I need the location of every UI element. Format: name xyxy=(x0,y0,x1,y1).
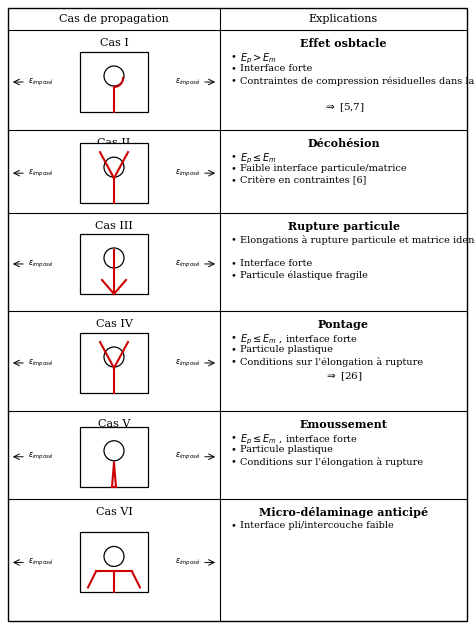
Text: $\epsilon_{imposé}$: $\epsilon_{imposé}$ xyxy=(175,167,200,179)
Bar xyxy=(80,143,148,203)
Circle shape xyxy=(104,347,124,367)
Text: Elongations à rupture particule et matrice iden-tiques: Elongations à rupture particule et matri… xyxy=(240,235,475,245)
Text: Contraintes de compression résiduelles dans la matrice: Contraintes de compression résiduelles d… xyxy=(240,76,475,86)
Text: Effet osbtacle: Effet osbtacle xyxy=(300,38,387,49)
Text: $\epsilon_{imposé}$: $\epsilon_{imposé}$ xyxy=(175,259,200,269)
Circle shape xyxy=(104,66,124,86)
Text: $\Rightarrow$ [26]: $\Rightarrow$ [26] xyxy=(324,371,363,384)
Text: •: • xyxy=(231,433,237,442)
Text: •: • xyxy=(231,164,237,173)
Text: Cas II: Cas II xyxy=(97,138,131,148)
Text: $E_p \leq E_m$: $E_p \leq E_m$ xyxy=(240,152,277,167)
Text: Cas V: Cas V xyxy=(98,419,130,429)
Text: Particule élastique fragile: Particule élastique fragile xyxy=(240,271,368,281)
Text: Critère en contraintes [6]: Critère en contraintes [6] xyxy=(240,176,366,185)
Bar xyxy=(80,333,148,393)
Text: $\epsilon_{imposé}$: $\epsilon_{imposé}$ xyxy=(28,557,53,568)
Bar xyxy=(80,426,148,487)
Text: •: • xyxy=(231,357,237,366)
Text: Emoussement: Emoussement xyxy=(300,419,388,430)
Circle shape xyxy=(104,248,124,268)
Text: •: • xyxy=(231,76,237,85)
Text: $\epsilon_{imposé}$: $\epsilon_{imposé}$ xyxy=(175,451,200,462)
Circle shape xyxy=(104,547,124,567)
Text: •: • xyxy=(231,445,237,454)
Text: $\epsilon_{imposé}$: $\epsilon_{imposé}$ xyxy=(175,77,200,87)
Text: •: • xyxy=(231,235,237,244)
Bar xyxy=(80,52,148,112)
Text: Particule plastique: Particule plastique xyxy=(240,345,333,354)
Text: $E_p \leq E_m$ , interface forte: $E_p \leq E_m$ , interface forte xyxy=(240,333,358,347)
Text: Interface pli/intercouche faible: Interface pli/intercouche faible xyxy=(240,521,394,530)
Text: Interface forte: Interface forte xyxy=(240,259,312,268)
Text: •: • xyxy=(231,176,237,185)
Text: Cas IV: Cas IV xyxy=(95,319,133,329)
Text: Micro-délaminage anticipé: Micro-délaminage anticipé xyxy=(259,507,428,518)
Text: $E_p > E_m$: $E_p > E_m$ xyxy=(240,52,277,67)
Text: •: • xyxy=(231,259,237,268)
Bar xyxy=(80,532,148,593)
Text: Explications: Explications xyxy=(309,14,378,24)
Text: Décohésion: Décohésion xyxy=(307,138,380,149)
Text: $\epsilon_{imposé}$: $\epsilon_{imposé}$ xyxy=(28,259,53,269)
Text: $\epsilon_{imposé}$: $\epsilon_{imposé}$ xyxy=(28,451,53,462)
Text: Pontage: Pontage xyxy=(318,319,369,330)
Text: $\epsilon_{imposé}$: $\epsilon_{imposé}$ xyxy=(28,77,53,87)
Text: •: • xyxy=(231,52,237,61)
Text: •: • xyxy=(231,457,237,466)
Text: $\epsilon_{imposé}$: $\epsilon_{imposé}$ xyxy=(28,167,53,179)
Text: Cas III: Cas III xyxy=(95,221,133,231)
Text: $\epsilon_{imposé}$: $\epsilon_{imposé}$ xyxy=(28,357,53,369)
Text: •: • xyxy=(231,271,237,280)
Text: Faible interface particule/matrice: Faible interface particule/matrice xyxy=(240,164,407,173)
Text: Cas I: Cas I xyxy=(100,38,128,48)
Text: Cas VI: Cas VI xyxy=(95,507,133,517)
Text: Cas de propagation: Cas de propagation xyxy=(59,14,169,24)
Text: •: • xyxy=(231,333,237,342)
Text: $\epsilon_{imposé}$: $\epsilon_{imposé}$ xyxy=(175,357,200,369)
Text: •: • xyxy=(231,521,237,530)
Text: $\Rightarrow$ [5,7]: $\Rightarrow$ [5,7] xyxy=(323,102,364,114)
Circle shape xyxy=(104,441,124,461)
Text: Particule plastique: Particule plastique xyxy=(240,445,333,454)
Circle shape xyxy=(104,157,124,177)
Text: •: • xyxy=(231,152,237,161)
Bar xyxy=(80,234,148,294)
Text: Conditions sur l'élongation à rupture: Conditions sur l'élongation à rupture xyxy=(240,357,423,367)
Text: $E_p \leq E_m$ , interface forte: $E_p \leq E_m$ , interface forte xyxy=(240,433,358,447)
Text: •: • xyxy=(231,64,237,73)
Text: $\epsilon_{imposé}$: $\epsilon_{imposé}$ xyxy=(175,557,200,568)
Text: •: • xyxy=(231,345,237,354)
Text: Rupture particule: Rupture particule xyxy=(287,221,399,232)
Text: Interface forte: Interface forte xyxy=(240,64,312,73)
Text: Conditions sur l'élongation à rupture: Conditions sur l'élongation à rupture xyxy=(240,457,423,467)
